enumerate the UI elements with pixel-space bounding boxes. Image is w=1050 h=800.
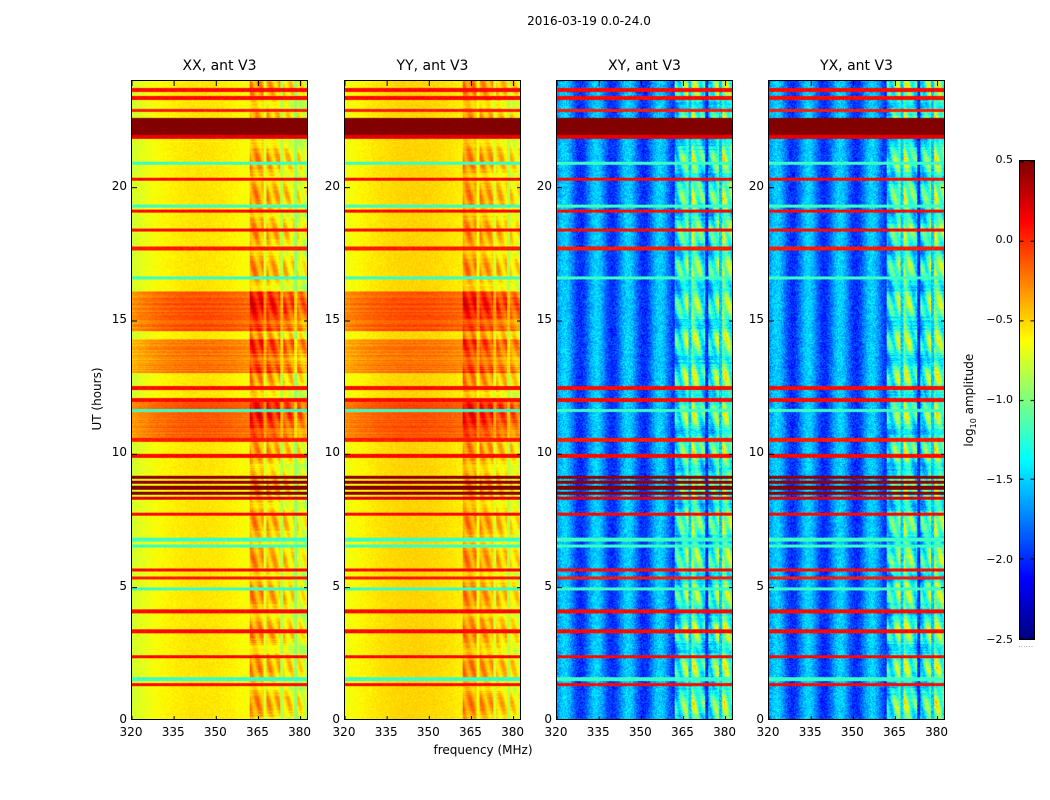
x-tick-label: 365 [882, 725, 906, 739]
x-tick-label: 320 [119, 725, 143, 739]
x-tick-label: 380 [288, 725, 312, 739]
heatmap-panel-yy [344, 80, 521, 720]
colorbar-tick-label: 0.0 [995, 233, 1014, 246]
x-tick-label: 335 [161, 725, 185, 739]
colorbar-tick-label: −1.0 [986, 393, 1013, 406]
x-tick-label: 380 [713, 725, 737, 739]
y-tick-label: 5 [332, 578, 340, 593]
x-tick-label: 335 [798, 725, 822, 739]
colorbar-label-sub: 10 [969, 418, 979, 429]
panel-title: YX, ant V3 [820, 58, 893, 74]
x-tick-label: 365 [670, 725, 694, 739]
x-tick-label: 320 [756, 725, 780, 739]
y-tick-label: 20 [324, 178, 340, 193]
colorbar-label-rest: amplitude [961, 353, 976, 419]
x-tick-label: 320 [544, 725, 568, 739]
x-tick-label: 350 [416, 725, 440, 739]
x-tick-label: 335 [374, 725, 398, 739]
y-tick-label: 15 [536, 312, 552, 326]
colorbar-tick-label: −2.0 [986, 553, 1013, 566]
x-tick-label: 380 [501, 725, 525, 739]
axis-ticks [345, 81, 520, 719]
axis-ticks [132, 81, 307, 719]
y-tick-label: 0 [756, 712, 764, 726]
y-tick-label: 20 [748, 178, 764, 193]
x-tick-label: 335 [586, 725, 610, 739]
y-axis-label: UT (hours) [90, 367, 104, 431]
panel-title: YY, ant V3 [396, 58, 469, 74]
panel-title: XX, ant V3 [182, 58, 257, 74]
heatmap-panel-yx [768, 80, 945, 720]
x-tick-label: 365 [245, 725, 269, 739]
x-tick-label: 350 [628, 725, 652, 739]
y-tick-label: 10 [536, 445, 552, 460]
y-tick-label: 10 [324, 445, 340, 460]
heatmap-cells [769, 81, 944, 719]
y-tick-label: 20 [536, 178, 552, 193]
y-tick-label: 5 [756, 578, 764, 593]
colorbar-tick-label: −2.5 [986, 633, 1013, 646]
y-tick-label: 15 [324, 312, 340, 326]
axis-ticks [769, 81, 944, 719]
heatmap-panel-xy [556, 80, 733, 720]
colorbar-tick-label: 0.5 [995, 153, 1014, 166]
y-tick-label: 10 [111, 445, 127, 460]
y-tick-label: 5 [119, 578, 127, 593]
x-tick-label: 350 [840, 725, 864, 739]
y-tick-label: 10 [748, 445, 764, 460]
x-tick-label: 380 [925, 725, 949, 739]
colorbar-gradient [1020, 161, 1034, 639]
x-tick-label: 320 [332, 725, 356, 739]
axis-ticks [557, 81, 732, 719]
heatmap-cells [132, 81, 307, 719]
colorbar [1019, 160, 1035, 640]
x-tick-label: 350 [203, 725, 227, 739]
panel-title: XY, ant V3 [608, 58, 681, 74]
x-tick-label: 365 [458, 725, 482, 739]
y-tick-label: 20 [111, 178, 127, 193]
heatmap-cells [345, 81, 520, 719]
y-tick-label: 0 [119, 712, 127, 726]
y-tick-label: 5 [544, 578, 552, 593]
figure-title: 2016-03-19 0.0-24.0 [527, 14, 651, 28]
colorbar-tick-label: −1.5 [986, 473, 1013, 486]
y-tick-label: 0 [332, 712, 340, 726]
x-axis-label: frequency (MHz) [433, 743, 533, 757]
heatmap-cells [557, 81, 732, 719]
heatmap-panel-xx [131, 80, 308, 720]
colorbar-footer: ...... [1018, 640, 1034, 649]
colorbar-tick-label: −0.5 [986, 313, 1013, 326]
y-tick-label: 15 [111, 312, 127, 326]
colorbar-label-log: log [961, 428, 976, 447]
y-tick-label: 0 [544, 712, 552, 726]
y-tick-label: 15 [748, 312, 764, 326]
